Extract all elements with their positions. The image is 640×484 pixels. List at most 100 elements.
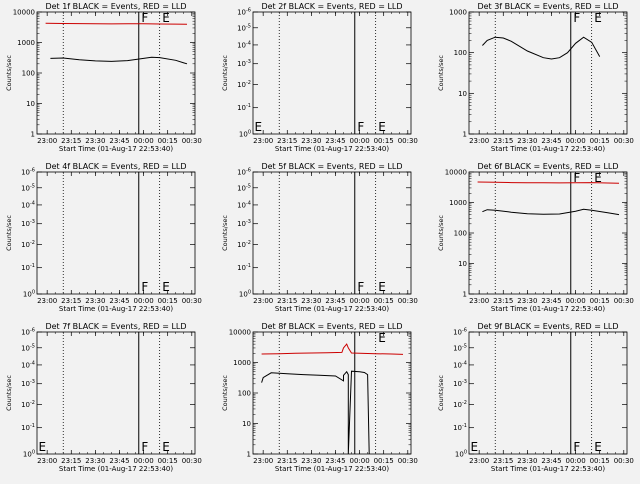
panel-title: Det 4f BLACK = Events, RED = LLD [45,162,186,171]
panel-det-1: Det 1f BLACK = Events, RED = LLD 1 10 100 10… [5,2,202,153]
y-tick-label: 10 [458,90,467,98]
y-tick-label: 1000 [17,39,35,47]
y-tick-label: 10-1 [237,263,251,272]
x-tick-label: 23:30 [517,297,537,305]
y-tick-label: 10 [458,260,467,268]
panel-det-8: Det 8f BLACK = Events, RED = LLD 1 10 100 10… [221,322,418,473]
x-tick-label: 00:30 [182,297,202,305]
panel-title: Det 2f BLACK = Events, RED = LLD [261,2,402,11]
x-tick-label: 23:30 [301,457,321,465]
x-tick-label: 00:15 [590,297,610,305]
x-tick-label: 23:45 [541,457,561,465]
y-tick-label: 1 [463,131,467,139]
x-tick-label: 23:00 [469,297,489,305]
y-tick-label: 10-2 [21,400,35,409]
x-tick-label: 00:15 [374,297,394,305]
y-tick-label: 1 [247,451,251,459]
panel-det-5: Det 5f BLACK = Events, RED = LLD 100 10-1 1… [221,162,418,313]
x-tick-label: 23:00 [253,457,273,465]
y-tick-label: 10-1 [21,423,35,432]
x-tick-label: 23:30 [85,457,105,465]
x-axis-label: Start Time (01-Aug-17 22:53:40) [59,305,173,313]
plot-frame [468,11,628,135]
x-tick-label: 23:15 [493,457,513,465]
y-tick-label: 10000 [445,169,467,177]
marker-label-e: E [594,171,602,185]
y-tick-label: 10000 [13,9,35,17]
y-tick-label: 10-5 [21,343,35,352]
marker-label-f: F [357,280,364,294]
y-tick-label: 10-5 [237,183,251,192]
y-tick-label: 10-2 [21,240,35,249]
x-tick-label: 23:00 [253,137,273,145]
y-tick-label: 10-1 [453,423,467,432]
x-tick-label: 00:00 [133,137,153,145]
marker-label-e: E [162,280,170,294]
x-axis-label: Start Time (01-Aug-17 22:53:40) [59,465,173,473]
y-tick-label: 100 [238,390,251,398]
y-tick-label: 10-2 [237,240,251,249]
x-tick-label: 23:00 [37,297,57,305]
x-tick-label: 23:30 [301,137,321,145]
x-tick-label: 23:00 [469,457,489,465]
x-tick-label: 23:45 [325,137,345,145]
x-tick-label: 23:45 [109,297,129,305]
x-tick-label: 00:00 [349,137,369,145]
y-tick-label: 10-6 [237,168,251,177]
y-axis-label: Counts/sec [221,55,229,91]
panel-det-2: Det 2f BLACK = Events, RED = LLD 100 10-1 1… [221,2,418,153]
x-tick-label: 00:15 [374,137,394,145]
y-tick-label: 10-6 [21,328,35,337]
x-axis-label: Start Time (01-Aug-17 22:53:40) [275,465,389,473]
x-tick-label: 00:15 [158,137,178,145]
marker-label-e: E [378,120,386,134]
panel-title: Det 8f BLACK = Events, RED = LLD [261,322,402,331]
panel-title: Det 1f BLACK = Events, RED = LLD [45,2,186,11]
y-axis-label: Counts/sec [5,375,13,411]
x-tick-label: 00:30 [614,297,634,305]
y-tick-label: 100 [239,130,251,139]
y-tick-label: 10-2 [453,400,467,409]
y-tick-label: 10-3 [21,219,35,228]
x-tick-label: 23:45 [109,457,129,465]
x-tick-label: 00:00 [565,297,585,305]
marker-label-e: E [378,280,386,294]
y-axis-label: Counts/sec [437,375,445,411]
marker-label-e: E [39,440,47,454]
x-tick-label: 23:15 [61,457,81,465]
x-tick-label: 00:30 [182,137,202,145]
x-tick-label: 23:45 [541,297,561,305]
y-axis-label: Counts/sec [221,375,229,411]
x-tick-label: 23:15 [493,297,513,305]
x-tick-label: 00:30 [398,457,418,465]
y-tick-label: 10-4 [237,40,251,49]
events-series-line [50,56,188,65]
marker-label-e: E [378,331,386,345]
y-tick-label: 10-6 [453,328,467,337]
x-tick-label: 23:45 [541,137,561,145]
marker-label-f: F [141,11,148,25]
events-series-line [482,36,601,60]
x-tick-label: 00:30 [614,457,634,465]
y-axis-label: Counts/sec [221,215,229,251]
y-tick-label: 10-5 [21,183,35,192]
marker-label-e: E [594,11,602,25]
x-tick-label: 23:30 [517,137,537,145]
marker-label-f: F [573,171,580,185]
y-tick-label: 10-6 [21,168,35,177]
x-tick-label: 23:15 [277,137,297,145]
x-tick-label: 00:15 [158,457,178,465]
y-tick-label: 100 [23,450,35,459]
y-axis-label: Counts/sec [437,215,445,251]
lld-series-line [261,343,404,355]
panel-det-9: Det 9f BLACK = Events, RED = LLD 100 10-1 1… [437,322,634,473]
x-tick-label: 23:15 [493,137,513,145]
marker-label-e: E [255,120,263,134]
x-tick-label: 00:30 [398,297,418,305]
x-tick-label: 23:00 [469,137,489,145]
y-tick-label: 100 [454,230,467,238]
x-tick-label: 00:00 [565,137,585,145]
x-tick-label: 00:00 [349,457,369,465]
y-tick-label: 10 [26,100,35,108]
